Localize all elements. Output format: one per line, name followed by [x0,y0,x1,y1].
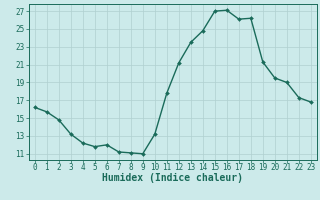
X-axis label: Humidex (Indice chaleur): Humidex (Indice chaleur) [102,173,243,183]
